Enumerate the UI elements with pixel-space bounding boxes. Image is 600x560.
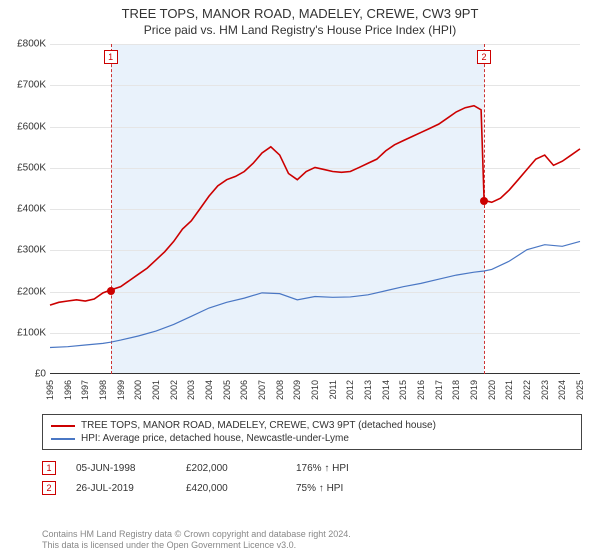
y-tick-label: £0 bbox=[35, 369, 46, 380]
sale-marker-icon: 1 bbox=[42, 461, 56, 475]
x-tick-label: 2016 bbox=[416, 380, 426, 400]
y-tick-label: £300K bbox=[17, 245, 46, 256]
y-tick-label: £400K bbox=[17, 204, 46, 215]
y-tick-label: £600K bbox=[17, 121, 46, 132]
sale-pct: 75% ↑ HPI bbox=[296, 483, 386, 494]
attribution-line: This data is licensed under the Open Gov… bbox=[42, 540, 351, 552]
marker-dot bbox=[107, 287, 115, 295]
attribution: Contains HM Land Registry data © Crown c… bbox=[42, 529, 351, 552]
y-axis-ticks: £0£100K£200K£300K£400K£500K£600K£700K£80… bbox=[8, 44, 50, 374]
x-tick-label: 1996 bbox=[63, 380, 73, 400]
sale-pct: 176% ↑ HPI bbox=[296, 463, 386, 474]
chart: £0£100K£200K£300K£400K£500K£600K£700K£80… bbox=[8, 44, 592, 404]
x-tick-label: 2006 bbox=[239, 380, 249, 400]
sale-date: 05-JUN-1998 bbox=[76, 463, 166, 474]
marker-dot bbox=[480, 197, 488, 205]
chart-lines-svg bbox=[50, 44, 580, 373]
y-tick-label: £100K bbox=[17, 327, 46, 338]
sale-price: £202,000 bbox=[186, 463, 276, 474]
sale-price: £420,000 bbox=[186, 483, 276, 494]
y-tick-label: £700K bbox=[17, 80, 46, 91]
x-tick-label: 2009 bbox=[292, 380, 302, 400]
x-tick-label: 2010 bbox=[310, 380, 320, 400]
marker-box: 1 bbox=[104, 50, 118, 64]
x-tick-label: 2004 bbox=[204, 380, 214, 400]
x-tick-label: 2020 bbox=[487, 380, 497, 400]
y-tick-label: £800K bbox=[17, 39, 46, 50]
x-tick-label: 2021 bbox=[504, 380, 514, 400]
x-tick-label: 2000 bbox=[133, 380, 143, 400]
sale-date: 26-JUL-2019 bbox=[76, 483, 166, 494]
x-tick-label: 1995 bbox=[45, 380, 55, 400]
x-tick-label: 2011 bbox=[328, 380, 338, 399]
x-tick-label: 2019 bbox=[469, 380, 479, 400]
x-tick-label: 2002 bbox=[169, 380, 179, 400]
x-tick-label: 2008 bbox=[275, 380, 285, 400]
plot-area: 12 bbox=[50, 44, 580, 374]
x-tick-label: 2003 bbox=[186, 380, 196, 400]
x-tick-label: 2012 bbox=[345, 380, 355, 400]
x-tick-label: 2017 bbox=[434, 380, 444, 400]
x-tick-label: 2015 bbox=[398, 380, 408, 400]
chart-title-block: TREE TOPS, MANOR ROAD, MADELEY, CREWE, C… bbox=[0, 0, 600, 39]
y-tick-label: £500K bbox=[17, 162, 46, 173]
x-tick-label: 2005 bbox=[222, 380, 232, 400]
x-tick-label: 2024 bbox=[557, 380, 567, 400]
sales-list: 1 05-JUN-1998 £202,000 176% ↑ HPI 2 26-J… bbox=[42, 458, 386, 498]
x-tick-label: 2023 bbox=[540, 380, 550, 400]
legend-swatch bbox=[51, 438, 75, 440]
attribution-line: Contains HM Land Registry data © Crown c… bbox=[42, 529, 351, 541]
sale-row: 1 05-JUN-1998 £202,000 176% ↑ HPI bbox=[42, 458, 386, 478]
legend-item: TREE TOPS, MANOR ROAD, MADELEY, CREWE, C… bbox=[51, 419, 573, 432]
x-tick-label: 2013 bbox=[363, 380, 373, 400]
sale-marker-icon: 2 bbox=[42, 481, 56, 495]
title-line1: TREE TOPS, MANOR ROAD, MADELEY, CREWE, C… bbox=[10, 6, 590, 21]
x-tick-label: 2018 bbox=[451, 380, 461, 400]
x-axis-ticks: 1995199619971998199920002001200220032004… bbox=[50, 376, 580, 404]
legend-label: TREE TOPS, MANOR ROAD, MADELEY, CREWE, C… bbox=[81, 420, 436, 431]
sale-row: 2 26-JUL-2019 £420,000 75% ↑ HPI bbox=[42, 478, 386, 498]
x-tick-label: 2014 bbox=[381, 380, 391, 400]
title-line2: Price paid vs. HM Land Registry's House … bbox=[10, 23, 590, 37]
legend-label: HPI: Average price, detached house, Newc… bbox=[81, 433, 349, 444]
x-tick-label: 2007 bbox=[257, 380, 267, 400]
x-tick-label: 1999 bbox=[116, 380, 126, 400]
x-tick-label: 2022 bbox=[522, 380, 532, 400]
legend-swatch bbox=[51, 425, 75, 427]
legend: TREE TOPS, MANOR ROAD, MADELEY, CREWE, C… bbox=[42, 414, 582, 450]
x-tick-label: 1998 bbox=[98, 380, 108, 400]
marker-box: 2 bbox=[477, 50, 491, 64]
legend-item: HPI: Average price, detached house, Newc… bbox=[51, 432, 573, 445]
y-tick-label: £200K bbox=[17, 286, 46, 297]
series-price_paid bbox=[50, 106, 580, 305]
series-hpi bbox=[50, 241, 580, 347]
x-tick-label: 2001 bbox=[151, 380, 161, 400]
x-tick-label: 1997 bbox=[80, 380, 90, 400]
x-tick-label: 2025 bbox=[575, 380, 585, 400]
